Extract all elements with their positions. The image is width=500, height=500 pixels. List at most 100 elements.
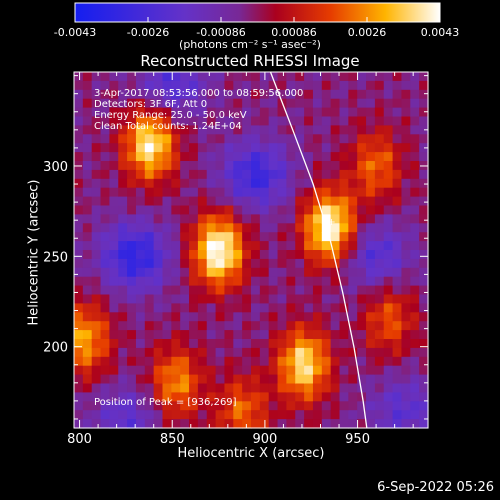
heatmap-cell bbox=[180, 134, 190, 144]
heatmap-cell bbox=[162, 374, 172, 385]
heatmap-cell bbox=[286, 294, 296, 304]
heatmap-cell bbox=[419, 339, 429, 349]
heatmap-cell bbox=[224, 321, 234, 331]
heatmap-cell bbox=[127, 356, 137, 367]
heatmap-cell bbox=[392, 107, 403, 118]
heatmap-cell bbox=[277, 410, 287, 420]
heatmap-cell bbox=[410, 161, 420, 171]
heatmap-cell bbox=[91, 294, 102, 304]
heatmap-cell bbox=[162, 303, 172, 313]
heatmap-cell bbox=[312, 152, 323, 162]
heatmap-cell bbox=[268, 143, 279, 153]
heatmap-cell bbox=[127, 374, 137, 385]
heatmap-cell bbox=[339, 205, 349, 215]
heatmap-cell bbox=[251, 134, 261, 144]
heatmap-cell bbox=[401, 250, 411, 260]
heatmap-cell bbox=[321, 258, 332, 269]
heatmap-cell bbox=[242, 303, 252, 313]
heatmap-cell bbox=[312, 276, 323, 287]
heatmap-cell bbox=[162, 294, 172, 304]
heatmap-cell bbox=[74, 410, 84, 420]
heatmap-cell bbox=[144, 169, 155, 180]
heatmap-cell bbox=[74, 250, 84, 260]
heatmap-cell bbox=[215, 303, 226, 313]
heatmap-cell bbox=[127, 401, 137, 411]
heatmap-cell bbox=[144, 98, 155, 109]
heatmap-cell bbox=[100, 365, 110, 376]
heatmap-cell bbox=[135, 107, 146, 118]
heatmap-cell bbox=[162, 365, 172, 376]
heatmap-cell bbox=[268, 178, 279, 189]
heatmap-cell bbox=[215, 205, 226, 215]
heatmap-cell bbox=[348, 161, 358, 171]
heatmap-cell bbox=[91, 250, 102, 260]
heatmap-cell bbox=[127, 241, 137, 251]
heatmap-cell bbox=[251, 365, 261, 376]
heatmap-cell bbox=[321, 205, 332, 215]
heatmap-cell bbox=[180, 152, 190, 162]
heatmap-cell bbox=[312, 250, 323, 260]
heatmap-cell bbox=[135, 330, 146, 340]
heatmap-cell bbox=[259, 410, 270, 420]
heatmap-cell bbox=[82, 365, 93, 376]
heatmap-cell bbox=[242, 89, 252, 100]
heatmap-cell bbox=[374, 178, 385, 189]
heatmap-cell bbox=[215, 116, 226, 126]
heatmap-cell bbox=[339, 356, 349, 367]
heatmap-cell bbox=[118, 232, 128, 242]
heatmap-cell bbox=[91, 347, 102, 358]
heatmap-cell bbox=[419, 294, 429, 304]
heatmap-cell bbox=[118, 187, 128, 198]
heatmap-cell bbox=[251, 161, 261, 171]
heatmap-cell bbox=[153, 196, 164, 207]
heatmap-cell bbox=[321, 410, 332, 420]
heatmap-cell bbox=[330, 267, 341, 278]
heatmap-cell bbox=[321, 419, 332, 429]
heatmap-cell bbox=[233, 80, 243, 91]
heatmap-cell bbox=[189, 161, 199, 171]
heatmap-cell bbox=[91, 232, 102, 242]
heatmap-cell bbox=[74, 294, 84, 304]
heatmap-cell bbox=[118, 89, 128, 100]
heatmap-cell bbox=[366, 241, 376, 251]
heatmap-cell bbox=[197, 72, 208, 82]
heatmap-cell bbox=[392, 356, 403, 367]
heatmap-cell bbox=[251, 410, 261, 420]
heatmap-cell bbox=[312, 383, 323, 393]
heatmap-cell bbox=[392, 232, 403, 242]
heatmap-cell bbox=[171, 98, 181, 109]
heatmap-cell bbox=[330, 214, 341, 224]
heatmap-cell bbox=[242, 107, 252, 118]
heatmap-cell bbox=[100, 143, 110, 153]
heatmap-cell bbox=[74, 392, 84, 402]
heatmap-cell bbox=[268, 89, 279, 100]
heatmap-cell bbox=[312, 258, 323, 269]
heatmap-cell bbox=[189, 392, 199, 402]
heatmap-cell bbox=[374, 214, 385, 224]
heatmap-cell bbox=[74, 419, 84, 429]
heatmap-cell bbox=[206, 285, 217, 296]
heatmap-cell bbox=[233, 374, 243, 385]
heatmap-cell bbox=[189, 241, 199, 251]
heatmap-cell bbox=[259, 276, 270, 287]
heatmap-cell bbox=[268, 410, 279, 420]
heatmap-cell bbox=[366, 89, 376, 100]
heatmap-cell bbox=[286, 72, 296, 82]
heatmap-cell bbox=[215, 419, 226, 429]
heatmap-cell bbox=[286, 250, 296, 260]
heatmap-cell bbox=[224, 223, 234, 233]
heatmap-cell bbox=[251, 401, 261, 411]
heatmap-cell bbox=[82, 169, 93, 180]
heatmap-cell bbox=[304, 294, 314, 304]
heatmap-cell bbox=[82, 98, 93, 109]
heatmap-cell bbox=[348, 285, 358, 296]
heatmap-cell bbox=[392, 187, 403, 198]
heatmap-cell bbox=[242, 410, 252, 420]
heatmap-cell bbox=[127, 232, 137, 242]
heatmap-cell bbox=[419, 258, 429, 269]
heatmap-cell bbox=[153, 143, 164, 153]
heatmap-cell bbox=[82, 196, 93, 207]
heatmap-cell bbox=[259, 89, 270, 100]
heatmap-cell bbox=[401, 178, 411, 189]
heatmap-cell bbox=[295, 107, 305, 118]
